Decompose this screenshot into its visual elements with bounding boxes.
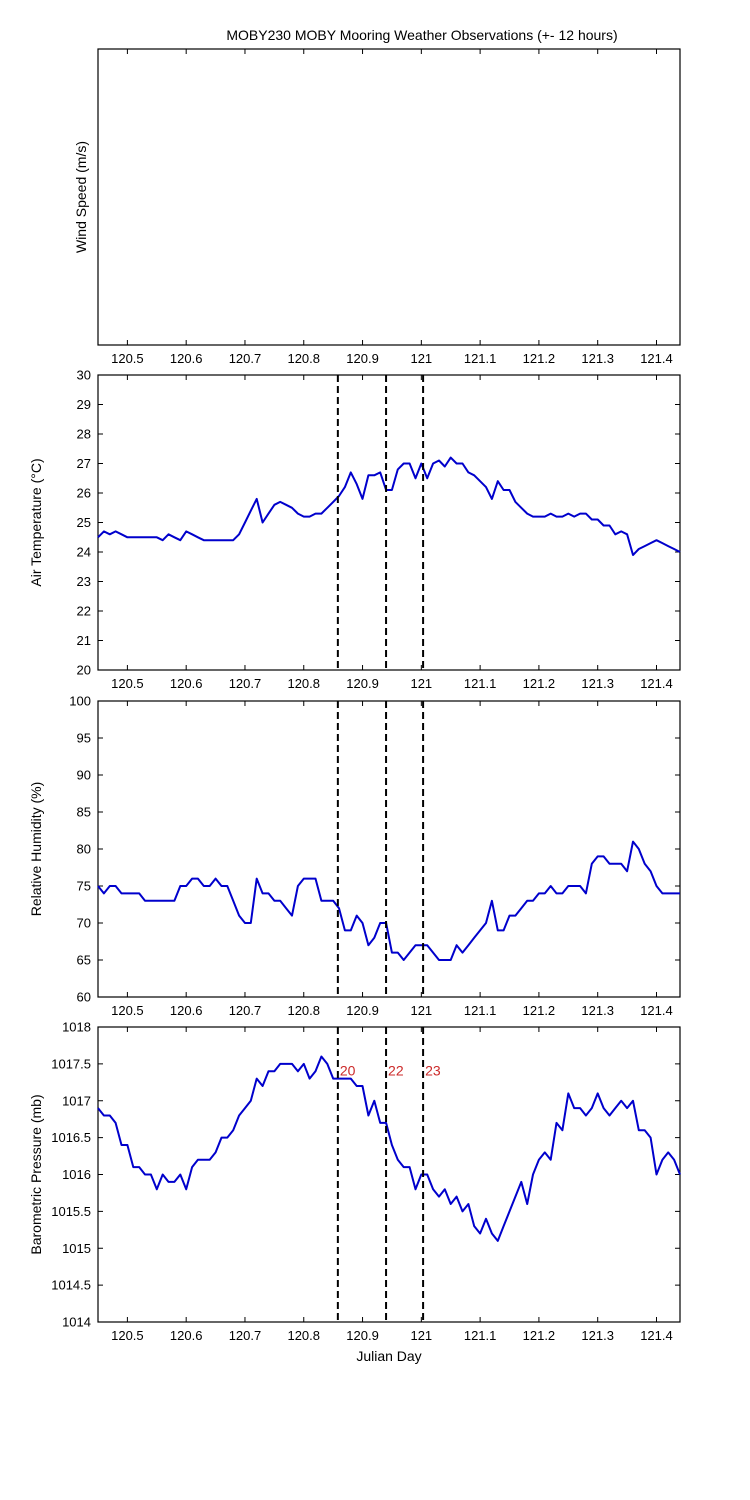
x-tick-label: 121.4 bbox=[640, 1003, 673, 1018]
y-tick-label: 21 bbox=[77, 633, 91, 648]
y-tick-label: 23 bbox=[77, 574, 91, 589]
x-tick-label: 121.1 bbox=[464, 1328, 497, 1343]
x-tick-label: 121.2 bbox=[523, 1328, 556, 1343]
y-tick-label: 85 bbox=[77, 805, 91, 820]
x-tick-label: 120.8 bbox=[287, 676, 320, 691]
x-tick-label: 121 bbox=[410, 676, 432, 691]
x-tick-label: 120.9 bbox=[346, 351, 379, 366]
x-tick-label: 120.8 bbox=[287, 1328, 320, 1343]
x-axis-label: Julian Day bbox=[356, 1348, 421, 1364]
y-axis-label: Relative Humidity (%) bbox=[28, 782, 44, 917]
y-tick-label: 28 bbox=[77, 427, 91, 442]
x-tick-label: 121.4 bbox=[640, 676, 673, 691]
y-tick-label: 1015 bbox=[62, 1241, 91, 1256]
x-tick-label: 120.8 bbox=[287, 1003, 320, 1018]
y-tick-label: 27 bbox=[77, 456, 91, 471]
x-tick-label: 121.1 bbox=[464, 676, 497, 691]
y-tick-label: 65 bbox=[77, 953, 91, 968]
x-tick-label: 121 bbox=[410, 1003, 432, 1018]
y-tick-label: 20 bbox=[77, 663, 91, 678]
x-tick-label: 120.9 bbox=[346, 1003, 379, 1018]
marker-annotation: 23 bbox=[425, 1062, 441, 1078]
x-tick-label: 121.2 bbox=[523, 676, 556, 691]
x-tick-label: 121.2 bbox=[523, 351, 556, 366]
y-tick-label: 80 bbox=[77, 842, 91, 857]
x-tick-label: 121.3 bbox=[581, 1328, 614, 1343]
x-tick-label: 121 bbox=[410, 351, 432, 366]
x-tick-label: 120.5 bbox=[111, 676, 144, 691]
y-axis-label: Air Temperature (°C) bbox=[28, 458, 44, 586]
x-tick-label: 121.4 bbox=[640, 1328, 673, 1343]
y-tick-label: 24 bbox=[77, 545, 91, 560]
y-tick-label: 29 bbox=[77, 397, 91, 412]
chart-panel-2: 120.5 120.6 120.7 120.8 120.9 121 121.1 121.2 12… bbox=[28, 368, 681, 691]
x-tick-label: 120.6 bbox=[170, 1003, 203, 1018]
x-tick-label: 120.8 bbox=[287, 351, 320, 366]
x-tick-label: 121.3 bbox=[581, 1003, 614, 1018]
axes-box bbox=[97, 700, 681, 998]
panels-group: 120.5 120.6 120.7 120.8 120.9 121 121.1 121.2 12… bbox=[28, 48, 681, 1364]
y-tick-label: 1014 bbox=[62, 1315, 91, 1330]
chart-panel-4: 120.5 120.6 120.7 120.8 120.9 121 121.1 121.2 12… bbox=[28, 1020, 681, 1364]
x-tick-label: 120.5 bbox=[111, 351, 144, 366]
figure-title: MOBY230 MOBY Mooring Weather Observation… bbox=[226, 27, 617, 43]
y-tick-label: 70 bbox=[77, 916, 91, 931]
x-tick-label: 121.1 bbox=[464, 1003, 497, 1018]
x-tick-label: 120.5 bbox=[111, 1003, 144, 1018]
y-tick-label: 75 bbox=[77, 879, 91, 894]
x-tick-label: 120.9 bbox=[346, 1328, 379, 1343]
y-tick-label: 1016.5 bbox=[51, 1130, 91, 1145]
chart-panel-1: 120.5 120.6 120.7 120.8 120.9 121 121.1 121.2 12… bbox=[73, 48, 681, 366]
y-tick-label: 90 bbox=[77, 768, 91, 783]
y-tick-label: 1017.5 bbox=[51, 1056, 91, 1071]
chart-panel-3: 120.5 120.6 120.7 120.8 120.9 121 121.1 121.2 12… bbox=[28, 694, 681, 1018]
x-tick-label: 121 bbox=[410, 1328, 432, 1343]
y-tick-label: 30 bbox=[77, 368, 91, 383]
x-tick-label: 120.7 bbox=[229, 676, 262, 691]
y-tick-label: 26 bbox=[77, 486, 91, 501]
y-tick-label: 95 bbox=[77, 731, 91, 746]
axes-box bbox=[97, 374, 681, 671]
x-tick-label: 120.7 bbox=[229, 1328, 262, 1343]
y-axis-label: Wind Speed (m/s) bbox=[73, 141, 89, 253]
x-tick-label: 120.9 bbox=[346, 676, 379, 691]
series-line bbox=[97, 456, 681, 556]
y-tick-label: 1014.5 bbox=[51, 1278, 91, 1293]
x-tick-label: 121.1 bbox=[464, 351, 497, 366]
axes-box bbox=[97, 48, 681, 346]
y-tick-label: 100 bbox=[69, 694, 91, 709]
series-line bbox=[97, 840, 680, 961]
series-line bbox=[97, 1055, 681, 1242]
x-tick-label: 120.7 bbox=[229, 351, 262, 366]
y-tick-label: 1016 bbox=[62, 1167, 91, 1182]
y-tick-label: 60 bbox=[77, 990, 91, 1005]
y-tick-label: 1017 bbox=[62, 1093, 91, 1108]
y-tick-label: 22 bbox=[77, 604, 91, 619]
marker-annotation: 22 bbox=[388, 1062, 404, 1078]
y-tick-label: 1015.5 bbox=[51, 1204, 91, 1219]
x-tick-label: 121.3 bbox=[581, 351, 614, 366]
marker-annotation: 20 bbox=[340, 1062, 356, 1078]
x-tick-label: 121.2 bbox=[523, 1003, 556, 1018]
y-axis-label: Barometric Pressure (mb) bbox=[28, 1094, 44, 1254]
x-tick-label: 121.3 bbox=[581, 676, 614, 691]
y-tick-label: 1018 bbox=[62, 1020, 91, 1035]
x-tick-label: 120.6 bbox=[170, 676, 203, 691]
x-tick-label: 120.6 bbox=[170, 351, 203, 366]
x-tick-label: 121.4 bbox=[640, 351, 673, 366]
x-tick-label: 120.6 bbox=[170, 1328, 203, 1343]
y-tick-label: 25 bbox=[77, 515, 91, 530]
x-tick-label: 120.7 bbox=[229, 1003, 262, 1018]
x-tick-label: 120.5 bbox=[111, 1328, 144, 1343]
